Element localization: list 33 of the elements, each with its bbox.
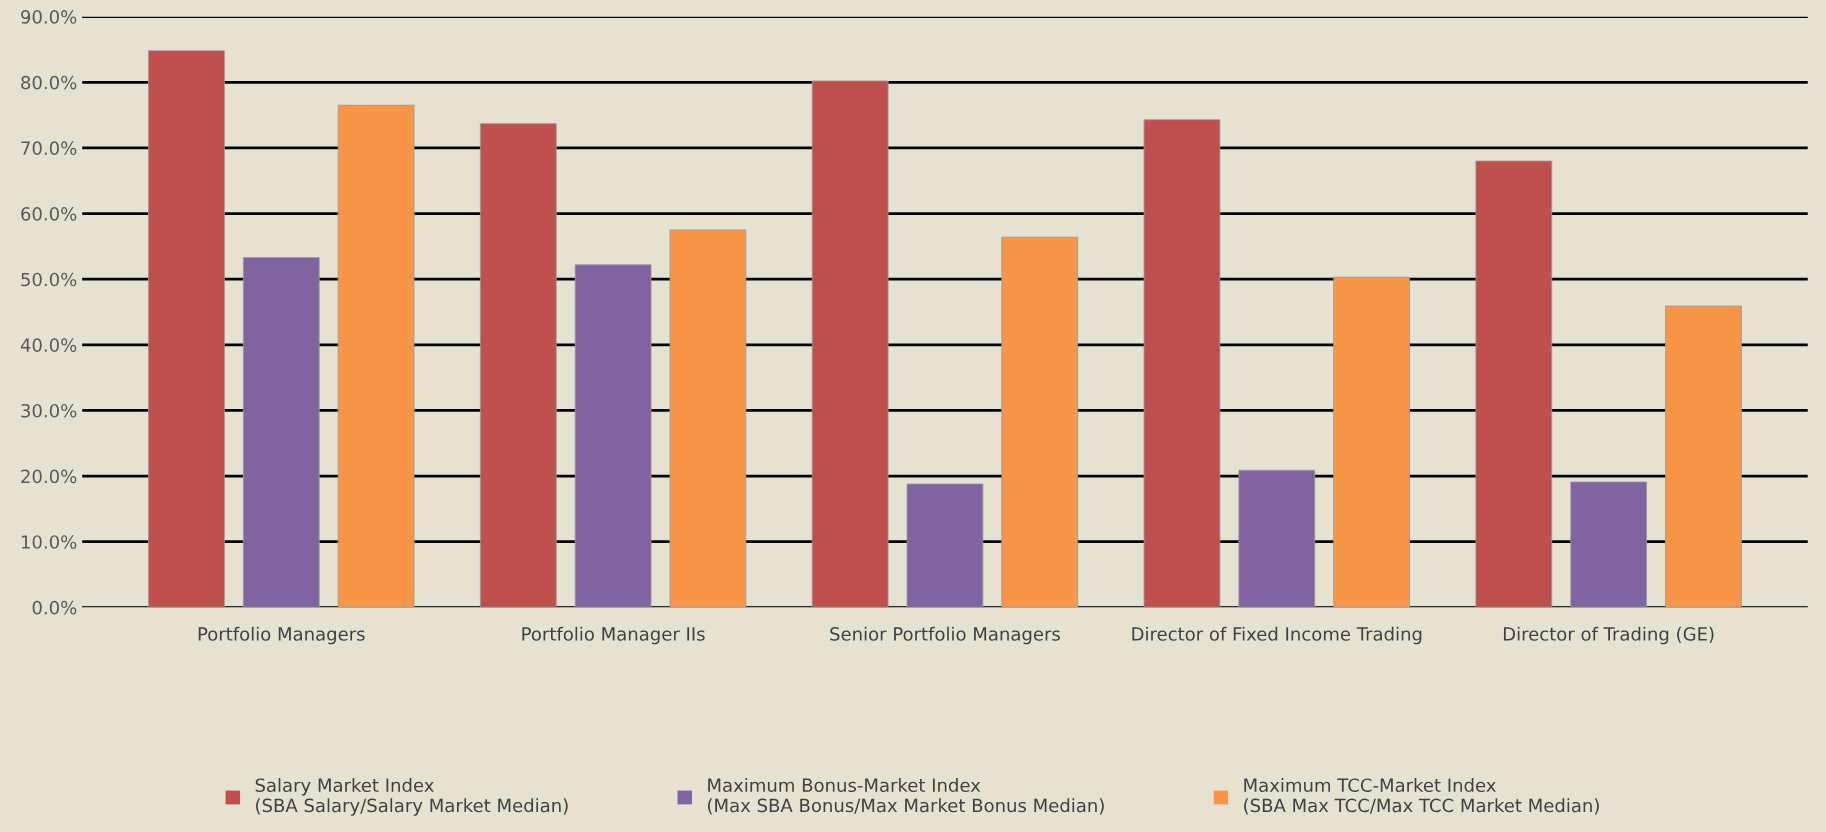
x-tick-label: Director of Fixed Income Trading [1132,626,1422,645]
bar [1333,276,1410,608]
y-tick-label: 30.0% [21,403,77,418]
bar [242,257,320,608]
y-tick-label: 60.0% [21,207,77,221]
bar [1143,119,1221,608]
y-tick-label: 10.0% [21,535,77,549]
y-tick-label: 40.0% [20,338,77,352]
bar [337,104,415,608]
legend-label: Maximum TCC-Market Index (SBA Max TCC/Max TCC Market Median) [1244,778,1599,815]
x-tick-label: Director of Trading (GE) [1503,626,1714,645]
bar [574,264,652,608]
bar [1001,236,1079,608]
bar [811,80,889,608]
x-tick-label: Senior Portfolio Managers [830,626,1060,645]
y-tick-label: 90.0% [21,10,77,24]
bar [479,123,557,608]
y-tick-label: 0.0% [32,600,77,615]
x-tick-label: Portfolio Managers [198,626,365,645]
bar [1665,305,1742,608]
bar [1238,469,1316,608]
legend-label: Maximum Bonus-Market Index (Max SBA Bonus/Max Market Bonus Median) [708,778,1104,815]
bar [1570,481,1647,608]
y-tick-label: 20.0% [21,469,77,484]
x-tick-label: Portfolio Manager IIs [522,626,705,645]
bar [669,229,747,608]
y-tick-label: 50.0% [21,272,77,287]
bar [1475,160,1553,608]
y-tick-label: 70.0% [21,141,77,156]
bar [148,50,225,608]
y-tick-label: 80.0% [21,75,77,90]
bar [906,483,984,608]
legend-label: Salary Market Index (SBA Salary/Salary Market Median) [255,778,568,816]
